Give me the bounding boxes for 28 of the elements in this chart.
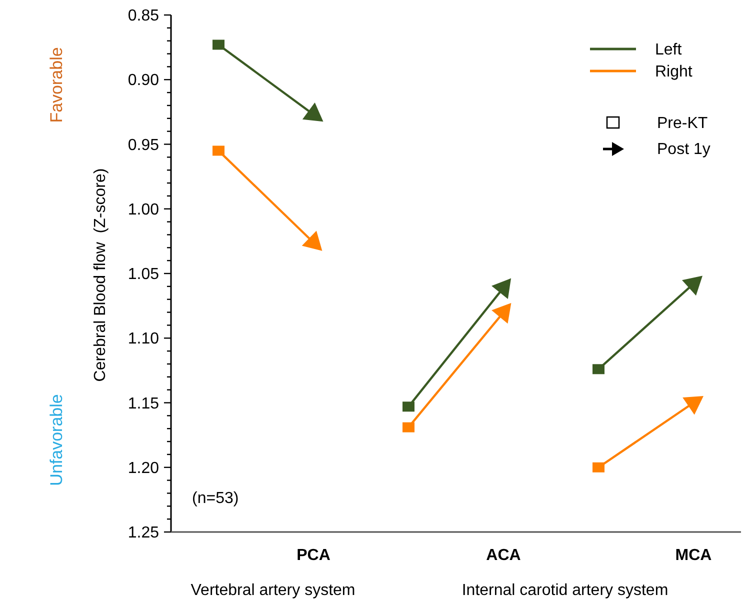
annotation: (n=53)	[192, 490, 239, 507]
text: Unfavorable	[47, 394, 66, 486]
y-tick-label: 1.25	[128, 524, 160, 542]
y-tick-label: 1.15	[128, 395, 160, 412]
y-tick-label: 0.95	[128, 136, 160, 154]
y-axis-title: Cerebral Blood flow (Z-score)	[92, 168, 109, 382]
annotation: Post 1y	[657, 141, 710, 158]
y-tick-label: 1.05	[128, 266, 160, 284]
point	[212, 40, 224, 50]
text: Favorable	[47, 47, 66, 123]
point	[592, 462, 604, 472]
point	[212, 146, 224, 156]
y-tick-label: 0.85	[128, 8, 160, 25]
legend-label: Left	[655, 42, 682, 59]
point	[402, 402, 414, 412]
legend-label: Right	[655, 64, 693, 81]
annotation: Pre-KT	[657, 115, 708, 132]
x-tick-label: MCA	[675, 547, 712, 564]
y-tick-label: 1.10	[128, 330, 160, 348]
x-tick-label: PCA	[296, 547, 331, 564]
x-tick-label: ACA	[486, 547, 522, 564]
y-tick-label: 0.90	[128, 72, 160, 90]
point	[402, 422, 414, 432]
text: Vertebral artery system	[190, 582, 356, 599]
point	[592, 364, 604, 374]
text: Internal carotid artery system	[462, 582, 668, 599]
y-tick-label: 1.20	[128, 460, 160, 477]
y-tick-label: 1.00	[128, 201, 160, 218]
